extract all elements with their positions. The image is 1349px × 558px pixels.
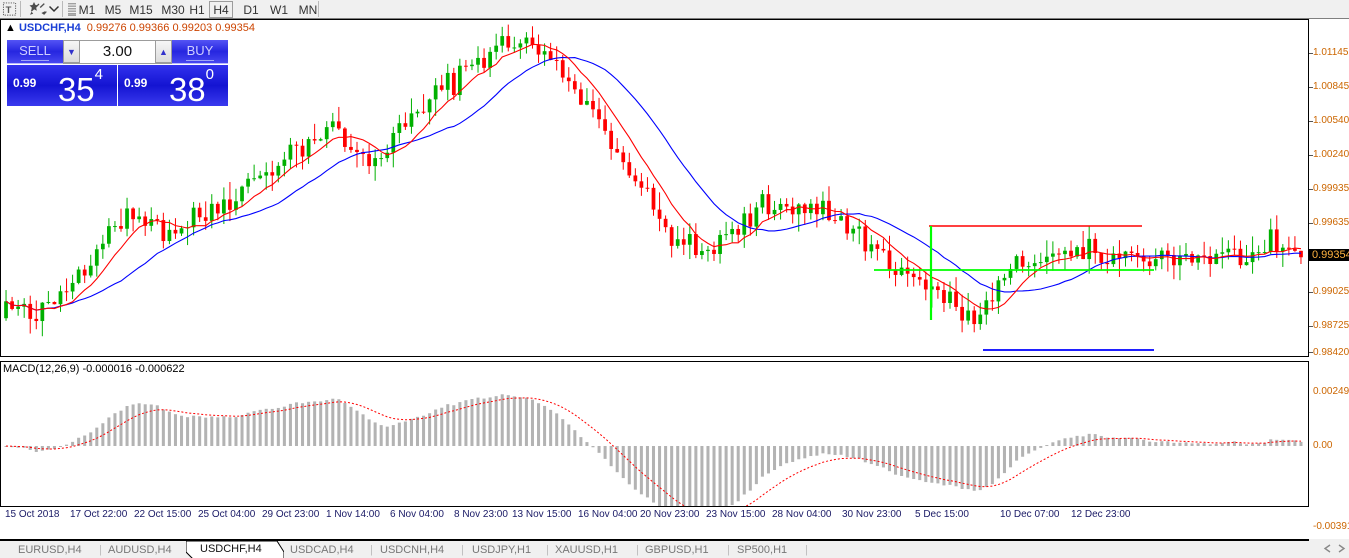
svg-text:T: T — [6, 5, 12, 15]
